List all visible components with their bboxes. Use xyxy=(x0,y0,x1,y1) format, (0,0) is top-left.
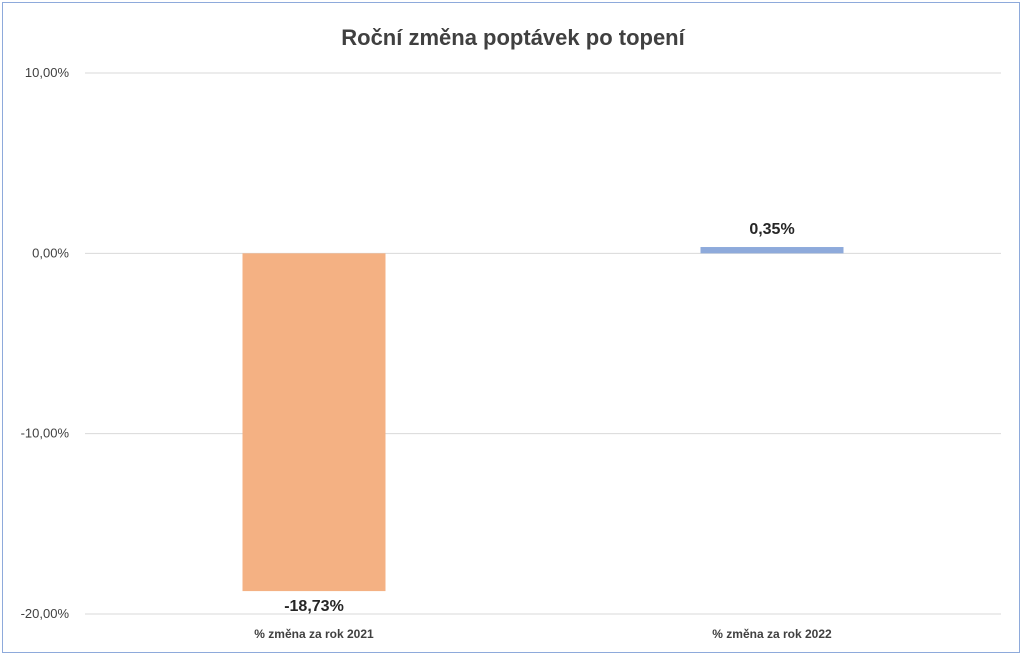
x-axis-category-labels: % změna za rok 2021 % změna za rok 2022 xyxy=(254,627,832,641)
y-axis-tick-labels: 10,00% 0,00% -10,00% -20,00% xyxy=(21,65,70,621)
data-label: 0,35% xyxy=(749,221,794,238)
bar xyxy=(700,247,844,254)
bar-chart: Roční změna poptávek po topení 10,00% 0,0… xyxy=(21,25,1001,641)
data-label: -18,73% xyxy=(284,598,344,615)
bar xyxy=(242,253,386,592)
y-tick-label: 10,00% xyxy=(25,65,70,80)
y-tick-label: 0,00% xyxy=(32,245,69,260)
bars xyxy=(242,247,844,592)
gridlines xyxy=(85,72,1001,615)
x-category-label: % změna za rok 2021 xyxy=(254,627,374,641)
y-tick-label: -20,00% xyxy=(21,606,70,621)
data-labels: -18,73% 0,35% xyxy=(284,221,794,615)
y-tick-label: -10,00% xyxy=(21,426,70,441)
chart-title: Roční změna poptávek po topení xyxy=(341,25,685,50)
x-category-label: % změna za rok 2022 xyxy=(712,627,832,641)
